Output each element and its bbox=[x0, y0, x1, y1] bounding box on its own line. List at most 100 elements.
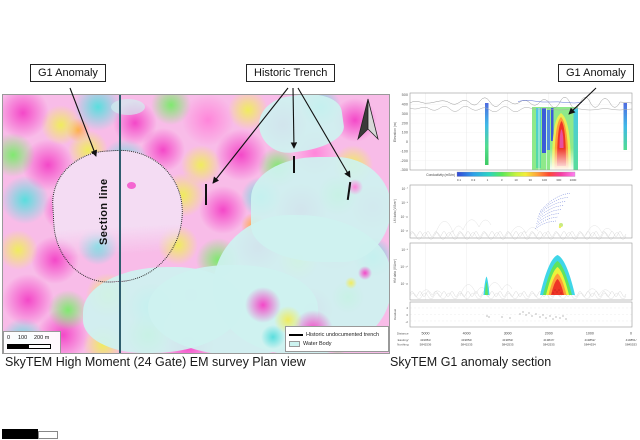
elev-tick: -100 bbox=[400, 150, 408, 154]
scalebar-tick: 200 m bbox=[34, 335, 50, 341]
conductivity-section-chart: 500 400 300 200 100 0 -100 -200 -300 Ele… bbox=[393, 92, 633, 172]
residual-tick: 2 bbox=[406, 306, 408, 310]
colorbar-label: Conductivity (mS/m) bbox=[426, 173, 455, 177]
corner-scalebar-white bbox=[38, 431, 58, 439]
hm-small-spike bbox=[483, 276, 490, 295]
distance-tick: 5000 bbox=[422, 332, 430, 336]
lm-anomaly-gate-curves bbox=[534, 193, 571, 230]
coordinate-axis: Easting/ Northing 419881/ 419852/ 419852… bbox=[397, 338, 637, 347]
residual-tick: 0 bbox=[406, 313, 408, 317]
colorbar-tick: 3 bbox=[501, 178, 503, 182]
elev-tick: 100 bbox=[402, 131, 408, 135]
hm-tick: 10⁻¹⁰ bbox=[400, 265, 408, 269]
anomaly-speckle bbox=[127, 182, 136, 189]
elev-tick: -200 bbox=[400, 159, 408, 163]
ghost-curves bbox=[584, 288, 612, 297]
elevation-axis-label: Elevation (m) bbox=[393, 122, 397, 142]
north-arrow-icon bbox=[357, 98, 379, 141]
map-legend: Historic undocumented trench Water Body bbox=[285, 326, 389, 352]
right-panel-caption: SkyTEM G1 anomaly section bbox=[390, 355, 552, 369]
g1-anomaly-section-panel: 500 400 300 200 100 0 -100 -200 -300 Ele… bbox=[393, 92, 637, 347]
lm-tick: 10⁻¹³ bbox=[401, 229, 408, 233]
lm-tick: 10⁻⁹ bbox=[401, 201, 408, 205]
elev-tick: 200 bbox=[402, 121, 408, 125]
colorbar-tick: 100 bbox=[542, 178, 547, 182]
distance-axis: Distance 5000 4000 3000 2000 1000 0 bbox=[397, 332, 632, 336]
residual-chart: 2 0 -2 Residual bbox=[393, 301, 633, 328]
easting-value: 419881/ bbox=[420, 338, 431, 342]
residual-axis-label: Residual bbox=[393, 309, 397, 320]
noise-band bbox=[409, 291, 627, 297]
noise-band bbox=[409, 292, 627, 300]
hm-data-chart: 10⁻⁸ 10⁻¹⁰ 10⁻¹² HM data (V/Am⁴) bbox=[393, 242, 633, 301]
section-line-label: Section line bbox=[98, 178, 110, 246]
g1-anomaly-label-right: G1 Anomaly bbox=[558, 64, 634, 82]
northing-value: 5844534 bbox=[584, 343, 596, 347]
colorbar-tick: 1000 bbox=[570, 178, 577, 182]
distance-tick: 0 bbox=[630, 332, 632, 336]
northing-value: 5842536 bbox=[420, 343, 432, 347]
legend-label-water: Water Body bbox=[303, 340, 332, 347]
sounding-column bbox=[485, 103, 489, 165]
g1-anomaly-label-left: G1 Anomaly bbox=[30, 64, 106, 82]
ghost-curves bbox=[585, 225, 613, 236]
easting-value: 419852/ bbox=[502, 338, 513, 342]
residual-points bbox=[486, 311, 567, 320]
hm-tick: 10⁻⁸ bbox=[401, 248, 408, 252]
water-fill-swatch bbox=[289, 340, 300, 347]
colorbar-tick: 30 bbox=[529, 178, 533, 182]
scalebar-bar bbox=[7, 344, 51, 349]
colorbar-tick: 0.1 bbox=[457, 178, 462, 182]
distance-tick: 3000 bbox=[504, 332, 512, 336]
colorbar-tick: 1 bbox=[487, 178, 489, 182]
trench-line-swatch bbox=[289, 333, 303, 336]
easting-value: 419852/ bbox=[461, 338, 472, 342]
noise-band bbox=[409, 231, 627, 237]
distance-tick: 2000 bbox=[545, 332, 553, 336]
lm-tick: 10⁻¹¹ bbox=[401, 215, 408, 219]
left-panel-caption: SkyTEM High Moment (24 Gate) EM survey P… bbox=[5, 355, 306, 369]
distance-tick: 1000 bbox=[586, 332, 594, 336]
ghost-curves bbox=[509, 226, 539, 236]
scalebar-tick: 100 bbox=[18, 335, 28, 341]
surface-line bbox=[409, 106, 633, 112]
colorbar-tick: 10 bbox=[514, 178, 518, 182]
elev-tick: 300 bbox=[402, 112, 408, 116]
northing-value: 5842535 bbox=[502, 343, 514, 347]
hm-axis-label: HM data (V/Am⁴) bbox=[393, 259, 397, 283]
easting-value: 419852/ bbox=[584, 338, 595, 342]
dem-line bbox=[517, 100, 583, 104]
northing-axis-label: Northing bbox=[397, 343, 409, 347]
distance-axis-label: Distance bbox=[397, 332, 409, 336]
colorbar-tick: 300 bbox=[556, 178, 561, 182]
elev-tick: 400 bbox=[402, 103, 408, 107]
colorbar-tick: 0.3 bbox=[471, 178, 476, 182]
g1-anomaly-conductivity-body bbox=[532, 107, 578, 170]
trench-mark bbox=[205, 184, 208, 205]
legend-label-trench: Historic undocumented trench bbox=[306, 331, 380, 338]
hm-tick: 10⁻¹² bbox=[401, 282, 408, 286]
trench-mark bbox=[293, 156, 296, 173]
ghost-curves bbox=[434, 219, 492, 236]
lm-axis-label: LM data (V/Am⁴) bbox=[393, 199, 397, 223]
plan-view-map: Section line 0 100 200 m Historic undocu… bbox=[2, 94, 390, 354]
historic-trench-label: Historic Trench bbox=[246, 64, 336, 82]
elev-tick: 500 bbox=[402, 93, 408, 97]
surface-line bbox=[409, 97, 633, 109]
northing-value: 5841535 bbox=[461, 343, 473, 347]
lm-tick: 10⁻⁷ bbox=[402, 187, 409, 191]
elev-tick: 0 bbox=[406, 140, 408, 144]
easting-value: 419851/ bbox=[626, 338, 637, 342]
easting-value: 419847/ bbox=[543, 338, 554, 342]
distance-tick: 4000 bbox=[463, 332, 471, 336]
sounding-column bbox=[623, 103, 627, 150]
scalebar-tick: 0 bbox=[7, 335, 11, 341]
conductivity-colorbar: Conductivity (mS/m) 0.1 0.3 1 3 10 30 10… bbox=[426, 171, 577, 182]
noise-band bbox=[409, 232, 627, 240]
northing-value: 5842535 bbox=[543, 343, 555, 347]
hm-anomaly-rainbow-peak bbox=[540, 255, 575, 295]
elev-tick: -300 bbox=[400, 168, 408, 172]
map-scalebar: 0 100 200 m bbox=[3, 331, 61, 353]
northing-value: 5845533 bbox=[625, 343, 637, 347]
